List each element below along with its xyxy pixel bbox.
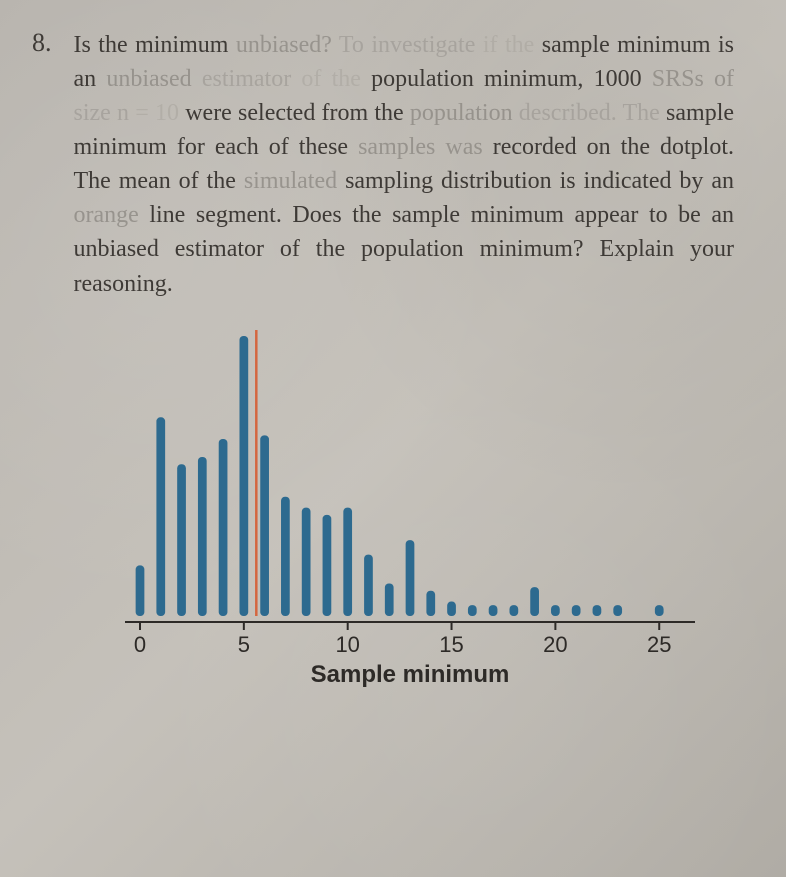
bar	[156, 417, 165, 616]
bar	[260, 435, 269, 616]
bar	[198, 457, 207, 616]
question-number: 8.	[32, 28, 52, 58]
bar	[385, 583, 394, 616]
bar	[593, 605, 602, 616]
dotplot-chart: 0 5 10 15 20 25 Sample minimum	[110, 321, 734, 691]
page-container: 8. Is the minimum unbiased? To investiga…	[0, 0, 786, 711]
chart-svg: 0 5 10 15 20 25 Sample minimum	[110, 321, 700, 691]
bar	[281, 496, 290, 615]
bar	[551, 605, 560, 616]
question-text: Is the minimum unbiased? To investigate …	[74, 28, 735, 301]
bar	[447, 601, 456, 615]
bar	[136, 565, 145, 616]
tick-label: 0	[134, 632, 146, 657]
tick-label: 15	[439, 632, 463, 657]
bar	[489, 605, 498, 616]
bar	[655, 605, 664, 616]
bar	[302, 507, 311, 615]
tick-label: 20	[543, 632, 567, 657]
tick-label: 25	[647, 632, 671, 657]
x-axis-title: Sample minimum	[311, 661, 510, 688]
bar	[177, 464, 186, 616]
tick-label: 5	[238, 632, 250, 657]
bar	[530, 587, 539, 616]
bar	[468, 605, 477, 616]
bar	[364, 554, 373, 615]
bar	[613, 605, 622, 616]
bar	[343, 507, 352, 615]
bar	[323, 514, 332, 615]
bar	[239, 336, 248, 616]
question-block: 8. Is the minimum unbiased? To investiga…	[32, 28, 734, 301]
bar	[509, 605, 518, 616]
bar	[426, 590, 435, 615]
bar	[406, 540, 415, 616]
bar	[572, 605, 581, 616]
bar	[219, 439, 228, 616]
tick-label: 10	[335, 632, 359, 657]
